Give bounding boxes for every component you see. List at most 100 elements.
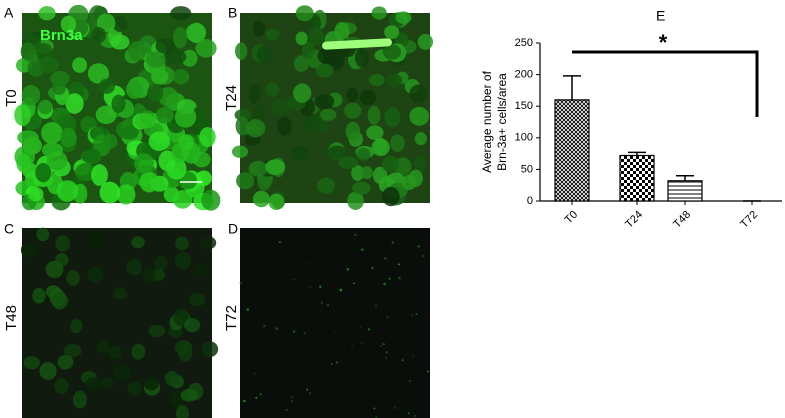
cell <box>295 5 314 22</box>
cell <box>384 25 400 39</box>
cell <box>417 245 420 248</box>
cell <box>54 377 69 395</box>
cell <box>175 236 189 251</box>
cell <box>271 98 290 116</box>
cell <box>265 159 286 175</box>
cell <box>239 282 243 285</box>
cell <box>407 411 410 415</box>
vessel <box>322 38 392 50</box>
y-tick-label: 250 <box>515 37 533 49</box>
cell <box>268 193 285 211</box>
cell <box>194 263 209 276</box>
cell <box>253 104 266 123</box>
cell <box>259 392 262 396</box>
cell <box>306 388 309 391</box>
cell <box>308 261 311 264</box>
cell <box>181 49 198 67</box>
cell <box>72 390 87 409</box>
significance-bracket <box>572 50 759 117</box>
cell <box>252 190 270 208</box>
cell <box>201 189 221 211</box>
cell <box>169 390 184 407</box>
cell <box>385 351 388 354</box>
cell <box>148 324 166 338</box>
cell <box>293 55 309 72</box>
cell <box>344 102 362 119</box>
cell <box>361 248 364 251</box>
cell <box>87 266 104 284</box>
cell <box>385 356 388 359</box>
cell <box>409 84 427 104</box>
cell <box>100 377 114 390</box>
cell <box>303 332 306 334</box>
cell <box>28 187 44 202</box>
cell <box>367 105 381 125</box>
cell <box>175 404 190 418</box>
cell <box>292 330 296 333</box>
cell <box>397 263 401 266</box>
cell <box>408 169 423 187</box>
cell <box>127 381 143 396</box>
panel-label: T0 <box>3 89 20 107</box>
y-tick-label: 150 <box>515 100 533 112</box>
cell <box>41 142 63 158</box>
cell <box>20 242 37 258</box>
y-axis-title: Average number of <box>480 70 494 173</box>
cell <box>390 134 405 152</box>
x-tick-label: T24 <box>623 209 645 231</box>
cell <box>23 356 41 370</box>
panel-letter: B <box>228 5 237 21</box>
cell <box>395 32 409 48</box>
cell <box>70 318 83 334</box>
cell <box>371 266 374 270</box>
cell <box>41 121 63 144</box>
cell <box>384 257 387 260</box>
cell <box>245 119 266 138</box>
cell <box>320 301 323 305</box>
micrograph <box>14 4 221 211</box>
cell <box>278 241 282 244</box>
cell <box>142 266 156 284</box>
cell <box>134 153 154 174</box>
cell <box>170 6 192 21</box>
y-tick-label: 100 <box>515 132 533 144</box>
cell <box>401 359 404 361</box>
cell <box>35 163 52 183</box>
cell <box>388 277 391 280</box>
cell <box>236 172 255 190</box>
cell <box>154 255 168 271</box>
cell <box>139 171 159 193</box>
cell <box>335 361 338 364</box>
cell <box>166 157 187 180</box>
cell <box>112 16 128 33</box>
cell <box>131 343 146 360</box>
cell <box>128 40 147 61</box>
cell <box>195 39 217 58</box>
cell <box>32 287 46 304</box>
cell <box>155 37 176 54</box>
cell <box>275 327 279 330</box>
cell <box>257 172 272 191</box>
cell <box>359 90 377 106</box>
micrograph <box>239 228 430 418</box>
cell <box>345 121 361 142</box>
cell <box>110 34 130 50</box>
cell <box>411 314 414 317</box>
cell <box>96 340 110 354</box>
cell <box>295 31 308 46</box>
cell <box>91 164 108 186</box>
cell <box>172 69 190 85</box>
cell <box>372 407 376 410</box>
cell <box>199 236 217 250</box>
cell <box>148 131 171 152</box>
cell <box>66 270 80 287</box>
cell <box>422 254 425 258</box>
cell <box>199 127 216 148</box>
cell <box>330 363 333 365</box>
cell <box>315 63 334 78</box>
cell <box>395 11 412 24</box>
cell <box>354 233 357 236</box>
cell <box>359 326 362 329</box>
cell <box>246 308 250 311</box>
